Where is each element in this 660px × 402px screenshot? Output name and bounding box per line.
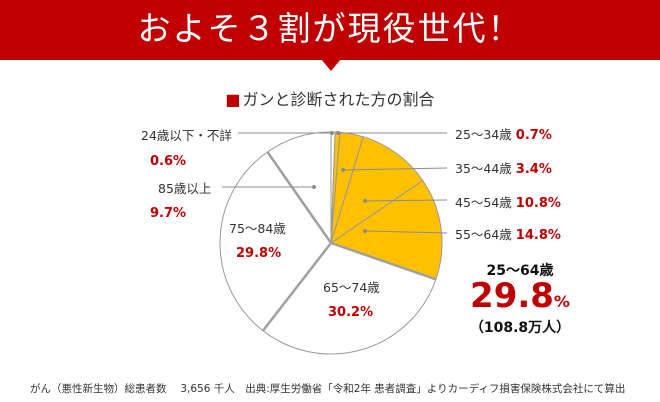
pie-slice — [329, 179, 443, 280]
pct-55-64: 14.8% — [515, 228, 561, 243]
leader-dot — [330, 131, 334, 135]
banner-title: およそ３割が現役世代！ — [137, 9, 523, 48]
pct-35-44: 3.4% — [515, 162, 552, 177]
label-25-34: 25～34歳 0.7% — [455, 124, 552, 143]
pct-24-under: 0.6% — [150, 154, 187, 169]
header-banner — [0, 0, 660, 60]
pct-85-over: 9.7% — [150, 206, 187, 221]
label-65-74: 65～74歳 — [323, 280, 380, 295]
leader-dot — [363, 229, 367, 233]
label-25-34-text: 25～34歳 — [455, 127, 512, 142]
leader-dot — [312, 185, 316, 189]
label-85-over: 85歳以上 — [158, 181, 212, 196]
slice-divider — [261, 242, 332, 332]
summary-age: 25～64歳 — [486, 263, 554, 279]
label-24-under: 24歳以下・不詳 — [141, 128, 232, 143]
leader-line — [342, 167, 448, 171]
pie-slice — [330, 136, 424, 245]
label-75-84: 75～84歳 — [229, 221, 286, 236]
label-35-44: 35～44歳 3.4% — [455, 158, 552, 177]
label-45-54: 45～54歳 10.8% — [455, 192, 561, 211]
pct-65-74: 30.2% — [328, 305, 374, 320]
label-35-44-text: 35～44歳 — [455, 161, 512, 176]
label-55-64-text: 55～64歳 — [455, 227, 512, 242]
summary-value: 29.8% — [455, 276, 585, 316]
pie-slice — [219, 151, 332, 332]
slice-divider — [266, 151, 333, 244]
summary-unit: % — [553, 292, 570, 311]
chart-title: ■ ガンと診断された方の割合 — [0, 86, 660, 110]
chart-title-text: ガンと診断された方の割合 — [242, 90, 435, 109]
pct-45-54: 10.8% — [515, 196, 561, 211]
pct-25-34: 0.7% — [515, 128, 552, 143]
label-45-54-text: 45～54歳 — [455, 195, 512, 210]
label-55-64: 55～64歳 14.8% — [455, 224, 561, 243]
leader-line — [364, 199, 448, 202]
leader-dot — [336, 131, 340, 135]
leader-line — [364, 230, 448, 234]
banner-notch — [321, 59, 341, 71]
pie-slice — [262, 242, 437, 355]
footer-source: がん（悪性新生物）総患者数 3,656 千人 出典:厚生労働省「令和2年 患者調… — [30, 383, 626, 395]
leader-dot — [363, 199, 367, 203]
slice-divider — [330, 241, 437, 281]
square-bullet-icon: ■ — [225, 90, 241, 109]
pct-75-84: 29.8% — [236, 246, 282, 261]
summary-number: 29.8 — [470, 276, 554, 316]
summary-count: （108.8万人） — [469, 320, 571, 336]
leader-dot — [341, 168, 345, 172]
